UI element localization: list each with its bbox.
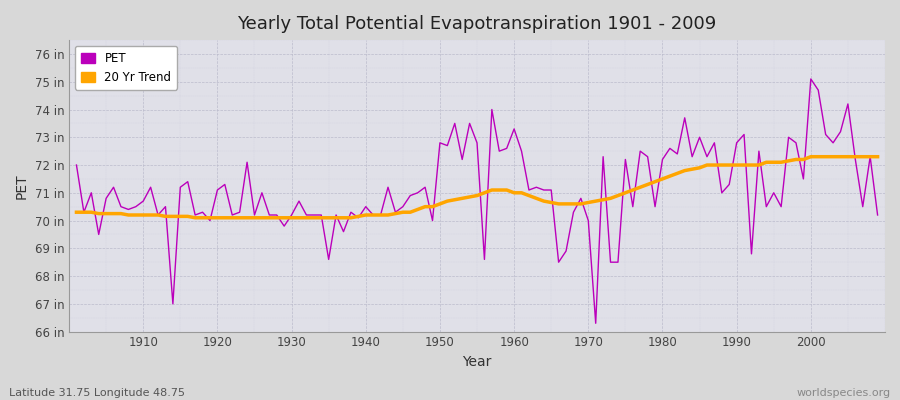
PET [338,229,349,234]
PET [806,76,816,81]
PET [605,260,616,264]
20 Yr Trend [301,215,311,220]
Line: PET: PET [76,79,878,323]
20 Yr Trend [130,212,141,217]
20 Yr Trend [346,215,356,220]
Text: worldspecies.org: worldspecies.org [796,388,891,398]
20 Yr Trend [806,154,816,159]
Line: 20 Yr Trend: 20 Yr Trend [76,157,878,218]
X-axis label: Year: Year [463,355,491,369]
20 Yr Trend [516,190,526,195]
Title: Yearly Total Potential Evapotranspiration 1901 - 2009: Yearly Total Potential Evapotranspiratio… [238,15,716,33]
20 Yr Trend [508,190,519,195]
PET [508,126,519,131]
PET [590,321,601,326]
PET [872,212,883,217]
Y-axis label: PET: PET [15,173,29,199]
PET [130,204,141,209]
Text: Latitude 31.75 Longitude 48.75: Latitude 31.75 Longitude 48.75 [9,388,185,398]
Legend: PET, 20 Yr Trend: PET, 20 Yr Trend [75,46,177,90]
PET [71,163,82,168]
PET [293,199,304,204]
20 Yr Trend [71,210,82,215]
20 Yr Trend [605,196,616,201]
PET [501,146,512,151]
20 Yr Trend [190,215,201,220]
20 Yr Trend [872,154,883,159]
